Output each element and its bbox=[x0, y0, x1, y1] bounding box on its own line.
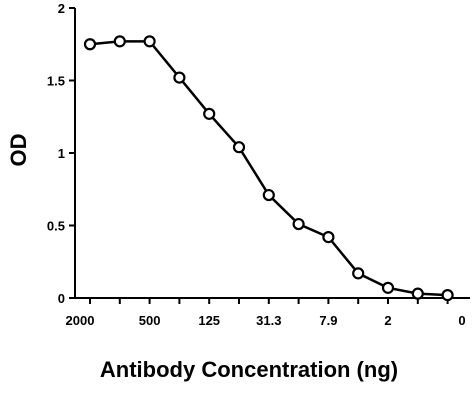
data-point bbox=[352, 267, 365, 280]
y-tick-label: 2 bbox=[58, 1, 65, 16]
x-tick-label: 125 bbox=[198, 313, 220, 328]
x-tick-label: 0 bbox=[458, 313, 465, 328]
y-tick-label: 0.5 bbox=[47, 219, 65, 234]
data-point bbox=[232, 141, 246, 154]
data-point bbox=[262, 188, 275, 202]
data-point bbox=[411, 287, 424, 300]
y-ticks: 0 0.5 1 1.5 2 bbox=[47, 1, 75, 306]
x-ticks: 2000 500 125 31.3 7.9 2 0 bbox=[66, 298, 466, 328]
x-tick-label: 2000 bbox=[66, 313, 95, 328]
data-point bbox=[292, 217, 305, 231]
axes bbox=[74, 8, 470, 299]
data-point bbox=[143, 35, 156, 48]
data-point bbox=[381, 281, 395, 294]
series-line bbox=[89, 40, 448, 297]
y-tick-label: 1 bbox=[58, 146, 65, 161]
y-tick-label: 0 bbox=[58, 291, 65, 306]
y-axis-title: OD bbox=[6, 134, 31, 167]
x-tick-label: 7.9 bbox=[319, 313, 337, 328]
data-point bbox=[322, 231, 335, 244]
data-point bbox=[203, 107, 216, 120]
x-tick-label: 500 bbox=[139, 313, 161, 328]
x-tick-label: 2 bbox=[384, 313, 391, 328]
data-point bbox=[83, 38, 97, 51]
x-axis-title: Antibody Concentration (ng) bbox=[100, 357, 398, 382]
data-point bbox=[173, 71, 186, 84]
data-point bbox=[113, 35, 126, 48]
data-point bbox=[441, 289, 454, 302]
y-tick-label: 1.5 bbox=[47, 74, 65, 89]
x-tick-label: 31.3 bbox=[256, 313, 281, 328]
series bbox=[83, 35, 454, 302]
